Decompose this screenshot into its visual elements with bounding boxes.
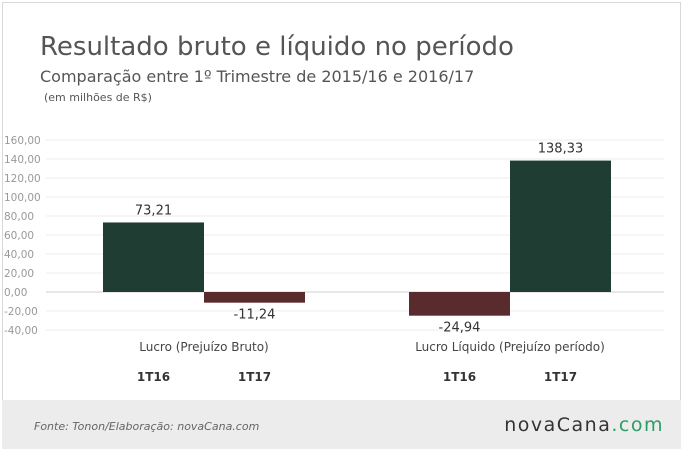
data-label: -24,94 xyxy=(439,321,481,336)
y-tick-label: 0,00 xyxy=(4,287,27,299)
y-tick-label: 160,00 xyxy=(4,135,41,147)
y-tick-label: 20,00 xyxy=(4,268,34,280)
period-label: 1T17 xyxy=(544,370,577,384)
data-label: -11,24 xyxy=(234,308,276,323)
y-tick-label: -40,00 xyxy=(4,325,38,337)
logo-name: novaCana xyxy=(504,414,612,436)
bar xyxy=(204,292,305,303)
bar xyxy=(409,292,510,316)
bar xyxy=(103,222,204,292)
y-tick-label: 140,00 xyxy=(4,154,41,166)
logo-domain: .com xyxy=(611,414,664,436)
y-tick-label: 80,00 xyxy=(4,211,34,223)
period-label: 1T16 xyxy=(137,370,170,384)
chart-title: Resultado bruto e líquido no período xyxy=(40,32,514,62)
y-tick-label: 120,00 xyxy=(4,173,41,185)
period-label: 1T16 xyxy=(443,370,476,384)
chart-unit-label: (em milhões de R$) xyxy=(44,91,152,104)
bar-chart: -40,00 -20,00 0,00 20,00 40,00 60,00 80,00 100,… xyxy=(4,135,664,384)
y-tick-label: 100,00 xyxy=(4,192,41,204)
data-label: 138,33 xyxy=(538,142,584,157)
data-label: 73,21 xyxy=(135,203,172,218)
category-label: Lucro Líquido (Prejuízo período) xyxy=(415,340,605,354)
source-credit: Fonte: Tonon/Elaboração: novaCana.com xyxy=(34,420,260,433)
y-tick-label: -20,00 xyxy=(4,306,38,318)
y-tick-label: 40,00 xyxy=(4,249,34,261)
period-label: 1T17 xyxy=(238,370,271,384)
novacana-logo: novaCana.com xyxy=(504,414,664,436)
y-tick-label: 60,00 xyxy=(4,230,34,242)
footer-bar xyxy=(2,400,681,449)
chart-subtitle: Comparação entre 1º Trimestre de 2015/16… xyxy=(40,67,475,86)
bar xyxy=(510,160,611,292)
category-label: Lucro (Prejuízo Bruto) xyxy=(139,340,269,354)
